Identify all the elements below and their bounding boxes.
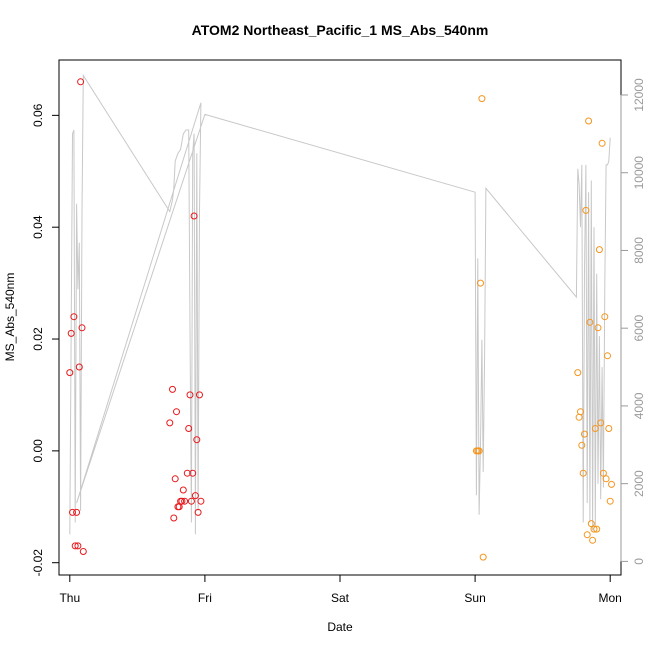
y-tick-label: 0.00 bbox=[31, 439, 45, 463]
data-point bbox=[579, 469, 587, 477]
x-tick-label: Fri bbox=[198, 591, 212, 605]
data-point bbox=[593, 525, 601, 533]
data-point bbox=[187, 497, 195, 505]
data-point bbox=[173, 408, 180, 416]
y-tick-label: -0.02 bbox=[31, 549, 45, 577]
data-point bbox=[67, 329, 75, 337]
data-point bbox=[598, 139, 606, 147]
data-point bbox=[196, 391, 203, 399]
plot-frame bbox=[58, 59, 622, 576]
data-point bbox=[171, 475, 179, 483]
y2-tick-label: 2000 bbox=[632, 470, 646, 497]
data-point bbox=[479, 553, 487, 561]
data-point bbox=[595, 246, 603, 254]
y2-tick-label: 4000 bbox=[632, 392, 646, 419]
data-point bbox=[71, 542, 79, 550]
data-point bbox=[585, 117, 593, 125]
y2-tick-label: 10000 bbox=[632, 156, 646, 190]
data-point bbox=[73, 508, 81, 516]
y2-tick-label: 6000 bbox=[632, 315, 646, 342]
data-point bbox=[475, 447, 483, 455]
data-point bbox=[604, 352, 611, 360]
data-point bbox=[586, 318, 594, 326]
points-layer bbox=[66, 78, 615, 561]
data-point bbox=[178, 497, 186, 505]
data-point bbox=[189, 469, 197, 477]
data-point bbox=[582, 206, 590, 214]
data-point bbox=[166, 419, 174, 427]
y2-tick-label: 12000 bbox=[632, 78, 646, 112]
data-point bbox=[589, 536, 597, 544]
data-point bbox=[197, 497, 205, 505]
x-tick-label: Sat bbox=[331, 591, 350, 605]
chart-title: ATOM2 Northeast_Pacific_1 MS_Abs_540nm bbox=[192, 22, 489, 38]
line-series-path bbox=[69, 73, 611, 535]
data-point bbox=[179, 486, 187, 494]
x-tick-label: Thu bbox=[59, 591, 80, 605]
data-point bbox=[74, 542, 82, 550]
data-point bbox=[78, 324, 86, 332]
y-tick-label: 0.06 bbox=[31, 103, 45, 127]
data-point bbox=[594, 324, 602, 332]
data-point bbox=[75, 363, 83, 371]
y-tick-label: 0.02 bbox=[31, 327, 45, 351]
data-point bbox=[66, 369, 74, 377]
data-point bbox=[578, 441, 586, 449]
data-point bbox=[181, 497, 189, 505]
y2-tick-label: 8000 bbox=[632, 237, 646, 264]
data-point bbox=[574, 369, 582, 377]
line-series-layer bbox=[69, 73, 611, 535]
x-tick-label: Mon bbox=[599, 591, 622, 605]
data-point bbox=[581, 430, 588, 438]
data-point bbox=[191, 492, 199, 500]
data-point bbox=[170, 514, 178, 522]
data-point bbox=[183, 469, 191, 477]
data-point bbox=[606, 497, 614, 505]
data-point bbox=[587, 520, 595, 528]
x-axis-label: Date bbox=[327, 620, 353, 634]
y2-tick-label: 0 bbox=[632, 558, 646, 565]
data-point bbox=[597, 419, 605, 427]
data-point bbox=[193, 436, 201, 444]
data-point bbox=[608, 480, 615, 488]
data-point bbox=[577, 408, 584, 416]
data-point bbox=[478, 95, 486, 103]
data-point bbox=[186, 391, 194, 399]
data-point bbox=[602, 475, 610, 483]
data-point bbox=[79, 548, 87, 555]
data-point bbox=[70, 313, 78, 321]
x-tick-label: Sun bbox=[464, 591, 485, 605]
data-point bbox=[190, 212, 198, 220]
data-point bbox=[477, 279, 484, 287]
data-point bbox=[169, 385, 176, 393]
data-point bbox=[69, 508, 76, 516]
data-point bbox=[590, 525, 598, 533]
data-point bbox=[599, 469, 607, 477]
data-point bbox=[605, 425, 613, 432]
y-tick-label: 0.04 bbox=[31, 215, 45, 239]
data-point bbox=[185, 425, 193, 432]
data-point bbox=[194, 508, 202, 516]
y-axis-label: MS_Abs_540nm bbox=[3, 273, 17, 362]
data-point bbox=[575, 413, 583, 421]
axes-layer: Thu Fri Sat Sun Mon -0.02 0.00 0.02 0.04 0.06 0 200… bbox=[31, 59, 646, 605]
data-point bbox=[77, 78, 85, 86]
data-point bbox=[583, 531, 591, 539]
data-point bbox=[601, 313, 609, 321]
data-point bbox=[591, 425, 599, 432]
